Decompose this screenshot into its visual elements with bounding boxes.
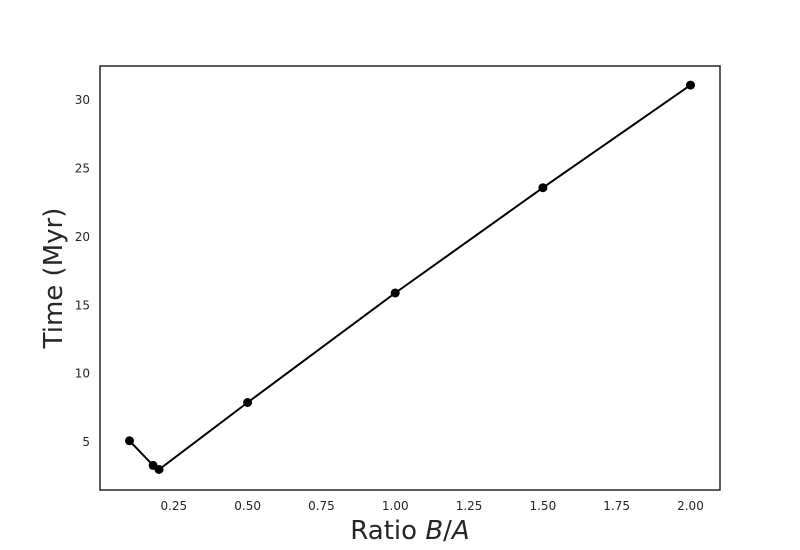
x-tick-label: 2.00 [677, 499, 704, 513]
x-tick-label: 1.00 [382, 499, 409, 513]
x-axis-ticks: 0.25 0.50 0.75 1.00 1.25 1.50 1.75 2.00 [160, 499, 703, 513]
y-tick-label: 25 [75, 162, 90, 176]
x-tick-label: 0.75 [308, 499, 335, 513]
data-point [686, 80, 695, 90]
y-axis-ticks: 5 10 15 20 25 30 [75, 93, 90, 449]
plot-frame [99, 65, 721, 491]
y-tick-label: 30 [75, 93, 90, 107]
x-tick-label: 0.50 [234, 499, 261, 513]
y-tick-label: 10 [75, 367, 90, 381]
series-line [128, 84, 692, 471]
y-axis-label: Time (Myr) [39, 208, 69, 350]
y-tick-label: 5 [82, 435, 90, 449]
data-point [154, 465, 164, 474]
y-tick-label: 15 [75, 298, 90, 312]
data-point [243, 398, 253, 407]
series-points [125, 80, 695, 474]
y-tick-label: 20 [75, 230, 90, 244]
x-tick-label: 0.25 [160, 499, 187, 513]
x-axis-label: Ratio B/A [350, 516, 469, 546]
data-point [125, 436, 134, 446]
data-point [538, 183, 548, 193]
x-tick-label: 1.50 [529, 499, 556, 513]
data-point [390, 288, 400, 298]
x-tick-label: 1.25 [456, 499, 483, 513]
x-tick-label: 1.75 [603, 499, 630, 513]
